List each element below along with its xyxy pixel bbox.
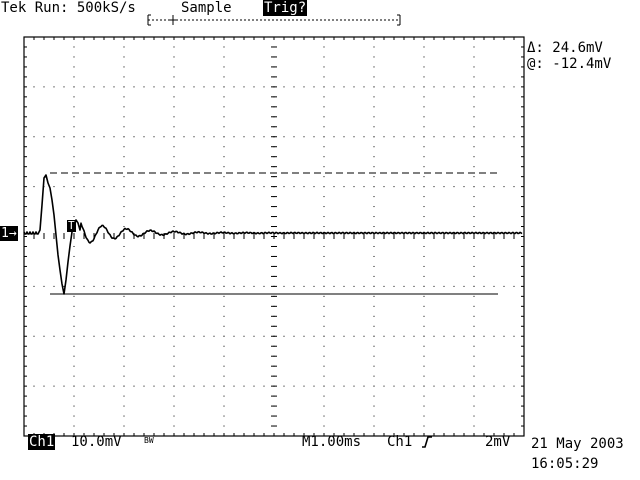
cursor-delta-readout: Δ: 24.6mV xyxy=(527,40,603,56)
bandwidth-limit-indicator: BW xyxy=(144,436,154,445)
trigger-source: Ch1 xyxy=(387,434,413,450)
trigger-level: 2mV xyxy=(485,434,511,450)
cursor-position-readout: @: -12.4mV xyxy=(527,56,612,72)
trigger-position-marker[interactable]: T xyxy=(67,219,76,232)
volts-per-division: 10.0mV xyxy=(71,434,122,450)
acquisition-status: Tek Run: 500kS/s xyxy=(1,0,136,16)
rising-edge-icon xyxy=(422,436,432,448)
graticule xyxy=(23,36,525,437)
waveform-trace xyxy=(23,174,523,295)
time-display: 16:05:29 xyxy=(531,456,599,472)
trigger-status-badge: Trig? xyxy=(263,0,308,16)
timebase-setting: M1.00ms xyxy=(302,434,362,450)
acquisition-mode: Sample xyxy=(181,0,232,16)
channel-1-ground-marker[interactable]: 1→ xyxy=(0,226,18,241)
record-view-bar xyxy=(147,14,401,26)
date-display: 21 May 2003 xyxy=(531,436,624,452)
channel-indicator[interactable]: Ch1 xyxy=(28,434,56,450)
